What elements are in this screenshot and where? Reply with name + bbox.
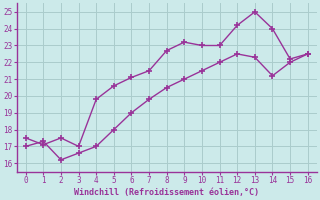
- X-axis label: Windchill (Refroidissement éolien,°C): Windchill (Refroidissement éolien,°C): [74, 188, 259, 197]
